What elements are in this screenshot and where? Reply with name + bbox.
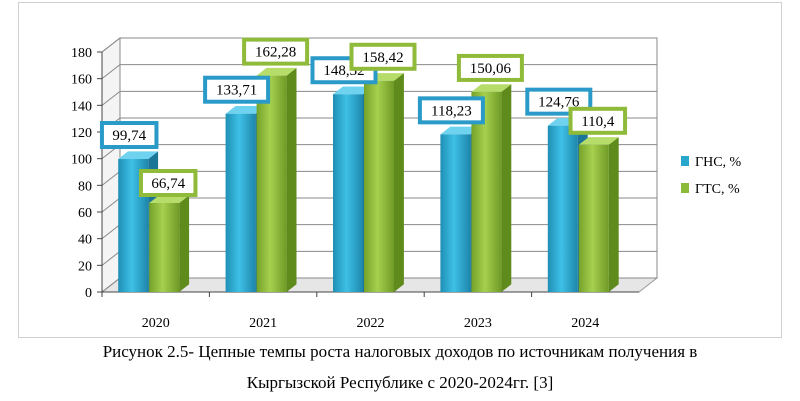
bar-side [394, 73, 404, 292]
bar-front [578, 144, 609, 292]
data-label-text: 162,28 [255, 45, 296, 61]
data-label-text: 110,4 [581, 114, 615, 130]
data-label-text: 99,74 [112, 128, 146, 144]
data-label-box [138, 169, 198, 198]
y-tick-label: 120 [71, 126, 92, 141]
x-tick-label: 2021 [249, 316, 277, 331]
bar-top [118, 151, 159, 160]
bar-front [364, 80, 394, 292]
data-label-2022-gts: 158,42 [349, 42, 417, 71]
x-tick-label: 2020 [142, 316, 170, 331]
legend-label: ГНС, % [695, 155, 742, 170]
y-tick-label: 80 [78, 179, 92, 194]
data-label-2020-gns: 99,74 [99, 121, 159, 150]
data-label-text: 66,74 [151, 176, 185, 192]
data-label-text: 118,23 [431, 103, 472, 119]
figure-caption-line-1: Рисунок 2.5- Цепные темпы роста налоговы… [102, 342, 698, 361]
bar-top [149, 195, 190, 204]
bar-front [333, 94, 363, 293]
y-tick-label: 40 [78, 233, 92, 248]
bar-2021-gts [256, 67, 297, 292]
bar-side [501, 84, 512, 292]
data-label-box [417, 96, 485, 125]
data-label-2024-gts: 110,4 [568, 106, 628, 135]
bar-front [471, 91, 502, 292]
bar-side [179, 195, 190, 292]
data-label-2021-gns: 133,71 [203, 75, 271, 104]
data-label-2023-gns: 118,23 [417, 96, 485, 125]
y-tick-label: 180 [71, 46, 92, 61]
bar-2024-gts [578, 137, 619, 292]
bar-top [333, 86, 373, 95]
data-label-box [203, 75, 271, 104]
y-tick-label: 100 [71, 153, 92, 168]
bar-top [225, 106, 266, 114]
y-tick-label: 160 [71, 73, 92, 88]
y-tick-label: 20 [78, 259, 92, 274]
bar-top [471, 84, 512, 92]
bar-2023-gts [471, 84, 512, 292]
data-label-2020-gts: 66,74 [138, 169, 198, 198]
chart-frame: 0 20 40 60 80 100 120 140 160 180 2020 2021 2022 2023… [18, 2, 782, 338]
bar-top [578, 137, 619, 145]
bar-front [547, 125, 578, 292]
bar-2022-gts [364, 73, 404, 292]
bar-top [440, 126, 481, 135]
bar-front [225, 113, 256, 292]
bar-top [256, 67, 297, 76]
x-tick-label: 2023 [464, 316, 492, 331]
legend-swatch [681, 156, 689, 166]
bar-side [286, 67, 297, 292]
legend-item-gns: ГНС, % [681, 155, 742, 170]
legend-swatch [681, 183, 689, 193]
bar-chart: 0 20 40 60 80 100 120 140 160 180 2020 2021 2022 2023… [71, 36, 742, 331]
data-label-box [456, 53, 524, 82]
y-tick-label: 0 [85, 286, 92, 301]
x-tick-label: 2022 [357, 316, 385, 331]
data-label-text: 158,42 [362, 50, 403, 66]
data-label-box [349, 42, 417, 71]
x-tick-label: 2024 [571, 316, 599, 331]
data-label-text: 150,06 [470, 61, 512, 77]
data-label-box [99, 121, 159, 150]
bar-front [440, 134, 471, 292]
data-label-text: 124,76 [538, 95, 580, 111]
legend-label: ГТС, % [695, 182, 740, 197]
figure-caption-line-2: Кыргызской Республике с 2020-2024гг. [3] [246, 373, 554, 392]
y-tick-label: 60 [78, 206, 92, 221]
data-label-2021-gts: 162,28 [242, 37, 310, 66]
bar-front [149, 203, 180, 292]
gridline [101, 37, 657, 53]
bar-2020-gts [149, 195, 190, 292]
data-label-2023-gts: 150,06 [456, 53, 524, 82]
bar-front [256, 75, 287, 292]
data-label-text: 133,71 [216, 83, 257, 99]
data-label-box [242, 37, 310, 66]
data-label-box [568, 106, 628, 135]
legend-item-gts: ГТС, % [681, 182, 740, 197]
bar-side [608, 137, 619, 292]
y-tick-label: 140 [71, 99, 92, 114]
